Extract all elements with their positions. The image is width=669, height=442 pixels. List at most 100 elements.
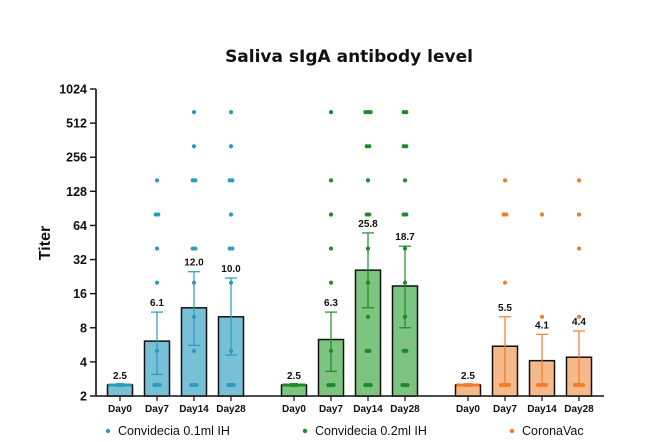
data-point [194,382,199,388]
y-axis-label: Titer [37,226,54,260]
data-point [402,246,408,251]
y-tick-label: 4 [80,355,87,369]
data-label: 4.1 [535,320,549,331]
data-point [543,382,549,388]
data-point [367,144,372,149]
data-point [576,314,582,319]
data-label: 5.5 [498,303,512,314]
bar-group: 2.5 6.3 25.8 18.7 [280,110,419,397]
data-point [157,382,162,388]
data-point [156,212,161,217]
data-point [404,110,409,115]
y-tick-label: 32 [73,253,87,267]
data-label: 18.7 [395,232,415,243]
data-point [368,110,373,115]
data-point [154,178,160,183]
chart-title: Saliva sIgA antibody level [225,47,473,67]
y-tick-label: 16 [73,287,87,301]
data-point [404,212,409,217]
data-point [404,144,409,149]
data-label: 2.5 [113,371,127,382]
data-point [504,212,509,217]
data-point [539,314,545,319]
data-label: 2.5 [461,371,475,382]
data-point [230,178,235,183]
data-point [191,110,197,115]
data-point [228,110,234,115]
legend-label: CoronaVac [522,424,584,438]
data-label: 10.0 [221,264,241,275]
x-tick-label: Day7 [493,404,517,415]
data-point [368,382,373,388]
data-point [580,382,586,388]
data-point [328,178,334,183]
y-tick-label: 128 [66,185,87,199]
x-tick-label: Day7 [319,404,343,415]
data-point [365,246,371,251]
x-tick-label: Day28 [564,404,594,415]
data-point [328,212,334,217]
data-point [191,314,197,319]
data-point [328,280,334,285]
x-tick-label: Day28 [390,404,420,415]
data-point [576,178,582,183]
data-point [228,144,234,149]
data-point [154,280,160,285]
data-point [193,178,198,183]
legend-label: Convidecia 0.2ml IH [315,424,427,438]
y-axis-ticks: 1024 512 256 128 64 32 16 8 4 2 [59,83,96,404]
x-axis-ticks: Day0 Day7 Day14 Day28 Day0 Day7 Day14 Day28 Day0… [108,396,594,415]
data-point [230,246,235,251]
legend-marker [302,428,308,434]
data-point [191,280,197,285]
data-point [404,348,409,354]
legend-item: Convidecia 0.1ml IH [105,424,230,438]
y-tick-label: 256 [66,151,87,165]
data-point [154,246,160,251]
data-point [228,280,234,285]
y-gridlines [95,89,604,397]
legend: Convidecia 0.1ml IH Convidecia 0.2ml IH Co… [105,424,584,438]
data-point [228,348,234,354]
legend-marker [509,428,515,434]
x-tick-label: Day0 [456,404,480,415]
data-point [228,212,234,217]
data-point [191,144,197,149]
x-tick-label: Day0 [282,404,306,415]
legend-label: Convidecia 0.1ml IH [118,424,230,438]
y-tick-label: 2 [80,390,87,404]
data-label: 12.0 [184,258,204,269]
data-point [502,280,508,285]
data-point [365,178,371,183]
bar-groups: 2.5 6.1 12.0 10.0 2.5 6.3 25.8 18.7 2.5 5.5 4.1 4.4 [106,110,593,397]
x-tick-label: Day0 [108,404,132,415]
data-point [402,314,408,319]
data-point [402,280,408,285]
data-point [539,212,545,217]
data-label: 2.5 [287,371,301,382]
data-point [576,212,582,217]
legend-marker [105,428,111,434]
x-tick-label: Day14 [353,404,383,415]
bar-group: 2.5 5.5 4.1 4.4 [454,178,593,397]
data-point [328,246,334,251]
data-point [191,348,197,354]
data-point [328,348,334,354]
data-label: 6.1 [150,298,164,309]
y-tick-label: 1024 [59,83,87,97]
data-point [576,246,582,251]
data-point [365,280,371,285]
data-point [502,178,508,183]
bar-group: 2.5 6.1 12.0 10.0 [106,110,245,397]
data-label: 25.8 [358,219,378,230]
y-tick-label: 512 [66,117,87,131]
data-point [365,314,371,319]
data-point [154,348,160,354]
legend-item: CoronaVac [509,424,584,438]
x-tick-label: Day14 [179,404,209,415]
data-point [367,212,372,217]
data-label: 6.3 [324,298,338,309]
y-tick-label: 64 [73,219,87,233]
data-point [405,382,410,388]
